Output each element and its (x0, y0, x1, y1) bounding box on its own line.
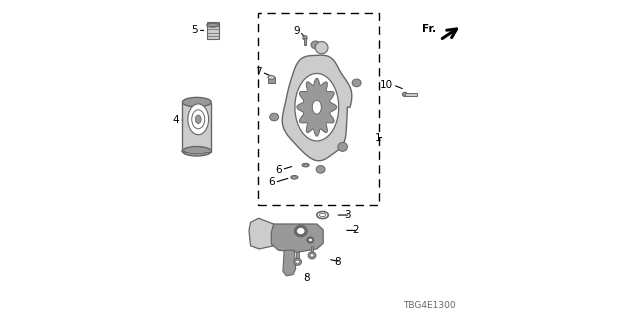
Ellipse shape (195, 115, 201, 124)
Text: 6: 6 (268, 177, 275, 188)
Ellipse shape (310, 254, 314, 257)
Ellipse shape (352, 79, 361, 87)
Ellipse shape (308, 252, 316, 259)
Text: 5: 5 (191, 25, 198, 36)
Ellipse shape (188, 104, 209, 135)
Ellipse shape (317, 212, 328, 219)
Text: 1: 1 (375, 132, 381, 143)
Text: 9: 9 (293, 26, 300, 36)
Ellipse shape (308, 238, 312, 242)
Bar (311, 246, 314, 252)
Ellipse shape (294, 258, 301, 265)
Ellipse shape (316, 165, 325, 173)
Ellipse shape (297, 228, 305, 235)
Text: TBG4E1300: TBG4E1300 (403, 301, 456, 310)
Bar (304, 38, 307, 45)
Ellipse shape (316, 42, 328, 54)
Polygon shape (282, 55, 352, 161)
Text: Fr.: Fr. (422, 24, 436, 34)
Text: 10: 10 (380, 80, 393, 90)
Text: 7: 7 (255, 67, 262, 77)
Ellipse shape (291, 176, 298, 179)
Ellipse shape (311, 41, 320, 49)
Bar (258, 13, 380, 205)
Polygon shape (295, 74, 339, 141)
Polygon shape (271, 224, 323, 252)
Text: 6: 6 (275, 164, 282, 175)
Ellipse shape (268, 76, 275, 79)
Ellipse shape (304, 164, 307, 166)
Polygon shape (283, 250, 296, 276)
Ellipse shape (296, 260, 300, 263)
Text: 3: 3 (344, 210, 351, 220)
Ellipse shape (403, 92, 407, 97)
Polygon shape (249, 218, 280, 249)
Ellipse shape (302, 164, 309, 167)
Ellipse shape (192, 110, 205, 129)
Ellipse shape (303, 36, 307, 40)
Bar (207, 22, 219, 39)
Bar (268, 77, 275, 83)
Ellipse shape (307, 237, 314, 243)
Text: 2: 2 (352, 225, 358, 236)
Ellipse shape (338, 142, 348, 151)
Text: 8: 8 (303, 273, 310, 283)
Ellipse shape (182, 147, 211, 156)
Ellipse shape (294, 225, 307, 237)
Polygon shape (297, 78, 337, 136)
Ellipse shape (292, 177, 296, 178)
Text: 8: 8 (334, 257, 340, 267)
Ellipse shape (182, 97, 211, 107)
Bar (405, 93, 417, 96)
Bar (182, 103, 211, 151)
Bar (296, 252, 299, 258)
Ellipse shape (207, 23, 219, 27)
Text: 4: 4 (173, 115, 179, 125)
Ellipse shape (319, 213, 326, 217)
Ellipse shape (312, 100, 321, 114)
Ellipse shape (269, 113, 278, 121)
